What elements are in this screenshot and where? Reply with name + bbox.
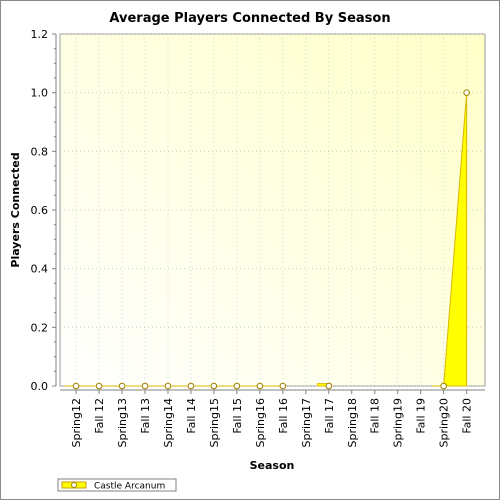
data-point — [72, 382, 80, 390]
x-axis-title: Season — [250, 459, 295, 472]
data-point — [141, 382, 149, 390]
legend-box — [57, 478, 177, 492]
x-tick-label: Fall 16 — [277, 398, 290, 434]
data-point — [233, 382, 241, 390]
data-point — [279, 382, 287, 390]
y-tick-label: 0.6 — [31, 204, 49, 217]
data-point — [325, 382, 333, 390]
y-tick-label: 0.4 — [31, 263, 49, 276]
legend-marker — [71, 482, 77, 488]
x-tick-label: Fall 12 — [93, 398, 106, 434]
data-point — [210, 382, 218, 390]
x-tick-label: Fall 18 — [369, 398, 382, 434]
x-tick-label: Spring15 — [208, 398, 221, 448]
x-tick-label: Spring20 — [438, 398, 451, 448]
x-tick-label: Fall 15 — [231, 398, 244, 434]
chart-title: Average Players Connected By Season — [109, 11, 390, 26]
x-tick-label: Spring12 — [70, 398, 83, 448]
y-tick-label: 0.0 — [31, 380, 49, 393]
y-tick-label: 1.0 — [31, 87, 49, 100]
y-tick-label: 0.8 — [31, 145, 49, 158]
x-tick-label: Fall 13 — [139, 398, 152, 434]
data-point — [463, 89, 470, 96]
x-tick-label: Spring19 — [392, 398, 405, 448]
x-tick-label: Fall 17 — [323, 398, 336, 434]
data-point — [118, 382, 126, 390]
x-tick-label: Fall 14 — [185, 398, 198, 434]
data-point — [164, 382, 172, 390]
series-castle-arcanum — [64, 89, 470, 390]
y-axis: 0.0 0.2 0.4 0.6 0.8 1.0 1.2 — [31, 28, 57, 393]
x-axis: Spring12 Fall 12 Spring13 Fall 13 Spring14 Fa… — [60, 389, 485, 448]
x-tick-label: Fall 20 — [461, 398, 474, 434]
y-axis-title: Players Connected — [9, 152, 22, 267]
x-tick-label: Spring17 — [300, 398, 313, 448]
data-point — [440, 382, 447, 390]
data-point — [256, 382, 264, 390]
x-tick-label: Spring14 — [162, 398, 175, 448]
data-point — [187, 382, 195, 390]
legend-label-castle-arcanum: Castle Arcanum — [94, 482, 165, 492]
legend: Castle Arcanum — [57, 478, 177, 492]
y-tick-label: 1.2 — [31, 28, 49, 41]
y-tick-label: 0.2 — [31, 321, 49, 334]
x-tick-label: Fall 19 — [415, 398, 428, 434]
x-tick-label: Spring13 — [116, 398, 129, 448]
grid-lines — [60, 33, 485, 387]
x-tick-label: Spring18 — [346, 398, 359, 448]
x-tick-label: Spring16 — [254, 398, 267, 448]
data-point — [95, 382, 103, 390]
